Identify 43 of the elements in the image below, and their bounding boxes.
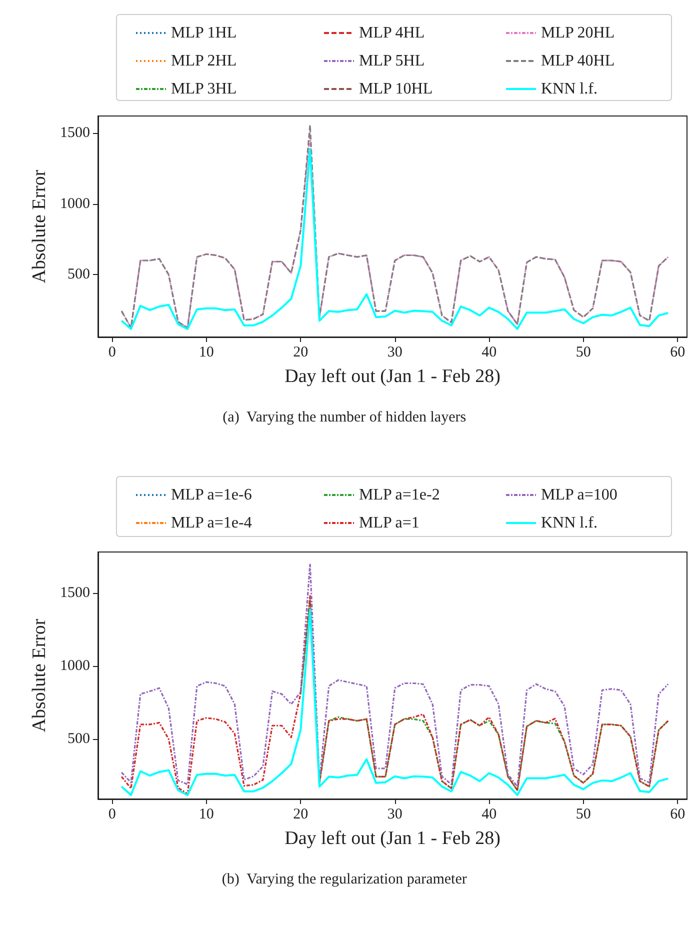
x-tick-label: 50 [576,344,591,360]
text: (b) Varying the regularization parameter [222,872,467,888]
legend-label: MLP 2HL [171,52,237,70]
legend-label: MLP a=100 [541,486,618,504]
y-tick-label: 500 [68,731,90,748]
legend-label: MLP 40HL [541,52,615,70]
legend-label: MLP 3HL [171,80,237,98]
line-series [120,562,669,788]
x-tick-label: 60 [670,806,686,822]
x-tick-label: 20 [293,344,308,360]
y-tick-label: 1500 [60,125,90,141]
x-tick-label: 50 [576,806,591,822]
legend-label: MLP a=1e-2 [359,486,440,504]
line-series [300,599,669,792]
y-tick-label: 500 [68,266,90,283]
x-tick-label: 0 [108,344,116,360]
x-axis-title: Day left out (Jan 1 - Feb 28) [284,366,500,387]
x-tick-label: 40 [482,344,497,360]
legend-label: MLP a=1e-4 [171,514,252,532]
x-tick-label: 60 [670,344,686,360]
legend-label: MLP a=1 [359,514,420,532]
x-tick-label: 20 [293,806,308,822]
legend-label: MLP 20HL [541,24,615,42]
x-tick-label: 30 [387,344,402,360]
x-tick-label: 10 [198,344,214,360]
text: (a) Varying the number of hidden layers [222,410,466,426]
y-axis-title: Absolute Error [29,618,50,732]
legend-label: MLP 4HL [359,24,425,42]
y-tick-label: 1000 [60,658,90,674]
y-tick-label: 1500 [60,584,90,601]
legend-label: MLP 10HL [359,80,433,98]
legend-label: MLP a=1e-6 [171,486,252,504]
x-tick-label: 30 [387,806,402,822]
legend-label: MLP 5HL [359,52,425,70]
x-axis-title: Day left out (Jan 1 - Feb 28) [284,828,500,849]
legend-label: KNN l.f. [541,80,598,98]
y-axis-title: Absolute Error [29,169,50,284]
y-tick-label: 1000 [60,196,90,212]
x-tick-label: 0 [108,806,116,822]
x-tick-label: 40 [482,806,497,822]
x-tick-label: 10 [198,806,214,822]
legend-label: MLP 1HL [171,24,237,42]
legend-label: KNN l.f. [541,514,598,532]
